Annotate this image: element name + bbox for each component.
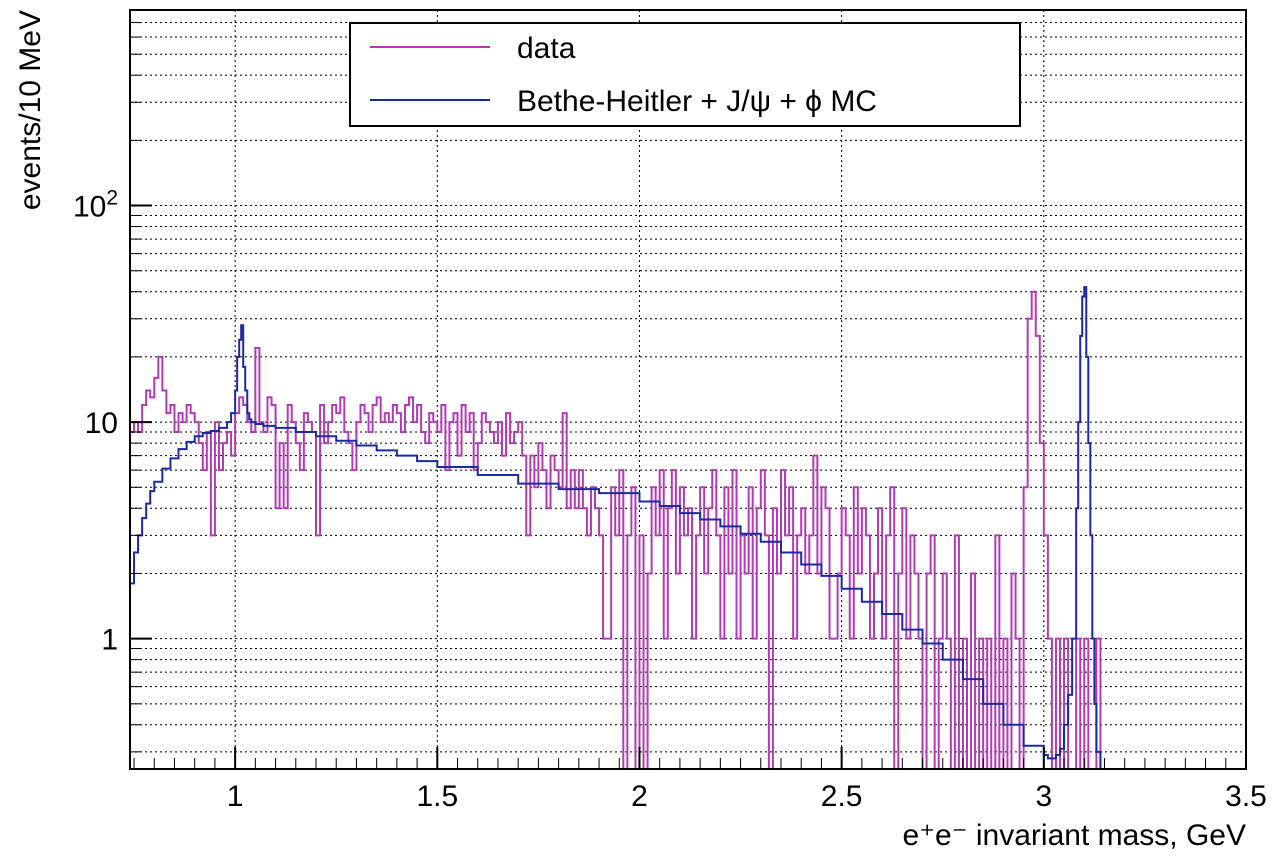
legend-label-mc: Bethe-Heitler + J/ψ + ϕ MC — [517, 85, 877, 118]
legend-box — [349, 22, 1021, 127]
tick-labels: 1 1.5 2 2.5 3 3.5 1 10 102 — [73, 187, 1267, 813]
axis-ticks — [130, 22, 1247, 769]
plot-frame — [129, 9, 1247, 770]
y-tick-label: 10 — [85, 407, 118, 440]
y-tick-label: 102 — [73, 187, 118, 224]
x-tick-label: 2.5 — [821, 780, 863, 813]
y-axis-title: events/10 MeV — [14, 10, 47, 210]
x-tick-label: 2 — [631, 780, 648, 813]
series-layer — [130, 286, 1246, 770]
x-tick-label: 3.5 — [1225, 780, 1267, 813]
x-tick-label: 3 — [1035, 780, 1052, 813]
legend: data Bethe-Heitler + J/ψ + ϕ MC — [349, 22, 1021, 127]
x-axis-title: e⁺e⁻ invariant mass, GeV — [903, 819, 1246, 852]
series-data-histogram — [130, 290, 1186, 770]
x-tick-label: 1.5 — [416, 780, 458, 813]
legend-label-data: data — [517, 32, 576, 65]
series-mc-curve — [130, 286, 1246, 770]
x-tick-label: 1 — [227, 780, 244, 813]
y-tick-label: 1 — [101, 624, 118, 657]
